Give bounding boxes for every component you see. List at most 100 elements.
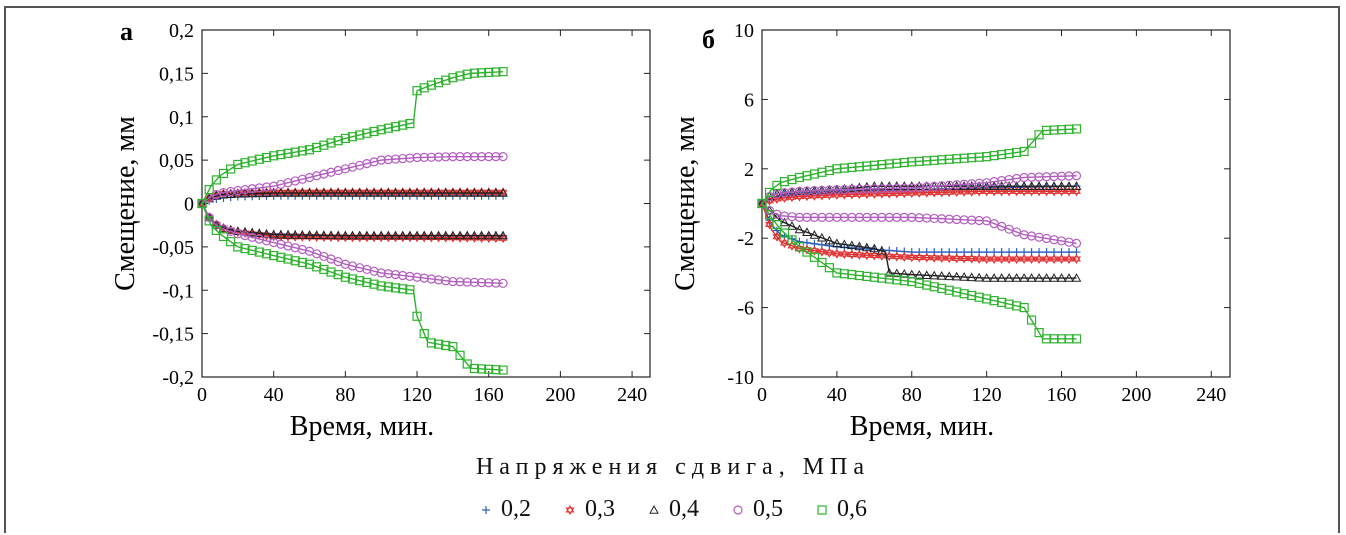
data-point-0,6: [240, 158, 250, 168]
legend-marker-shape: [733, 505, 743, 516]
data-point-0,6: [261, 152, 272, 163]
data-point-0,6: [319, 264, 329, 275]
x-tick-label: 160: [474, 384, 504, 406]
data-point-0,2: [892, 247, 901, 256]
data-point-0,6: [484, 364, 494, 374]
data-point-0,5: [405, 271, 415, 281]
data-point-0,6: [426, 80, 436, 90]
x-tick-label: 160: [1047, 384, 1077, 406]
y-tick-label: 6: [744, 89, 754, 111]
data-point-0,4: [383, 230, 394, 240]
data-point-0,5: [476, 277, 487, 288]
y-tick-label: 0,15: [159, 63, 194, 85]
data-point-0,6: [340, 133, 350, 144]
data-point-0,4: [906, 181, 917, 190]
data-point-0,4: [1049, 181, 1059, 190]
data-point-0,2: [900, 247, 909, 256]
data-point-0,4: [824, 235, 835, 245]
data-point-0,6: [233, 159, 243, 170]
legend-item: 0,6: [815, 496, 867, 523]
legend-label: 0,5: [753, 496, 783, 522]
data-point-0,4: [448, 230, 458, 240]
data-point-0,6: [419, 329, 429, 339]
data-point-0,4: [491, 230, 501, 240]
data-point-0,3: [914, 252, 924, 263]
y-tick-label: 2: [744, 159, 754, 181]
data-point-0,5: [426, 152, 436, 162]
data-point-0,5: [218, 187, 229, 198]
data-point-0,4: [225, 224, 236, 234]
data-point-0,4: [218, 189, 229, 199]
data-point-0,6: [276, 252, 286, 262]
data-point-0,4: [326, 230, 336, 240]
data-point-0,4: [876, 181, 887, 190]
data-point-0,6: [376, 281, 386, 291]
data-point-0,6: [355, 130, 365, 140]
series-line-0,5: [201, 203, 504, 285]
series-line-0,6: [201, 70, 504, 204]
data-point-0,6: [376, 125, 386, 135]
data-point-0,4: [1011, 181, 1022, 190]
x-tick-label: 200: [545, 384, 575, 406]
data-point-0,5: [469, 152, 479, 162]
data-point-0,6: [455, 350, 465, 360]
data-point-0,5: [247, 184, 257, 194]
series-line-0,5: [761, 202, 1077, 245]
data-point-0,4: [397, 230, 408, 240]
data-point-0,6: [448, 73, 458, 83]
data-point-0,6: [817, 257, 827, 268]
data-point-0,6: [362, 128, 372, 138]
data-point-0,2: [907, 248, 916, 257]
data-point-0,6: [211, 225, 221, 235]
data-point-0,3: [832, 248, 842, 259]
data-point-0,4: [247, 188, 258, 198]
data-point-0,3: [1064, 254, 1074, 264]
data-point-0,4: [405, 188, 415, 197]
data-point-0,4: [809, 230, 820, 239]
data-point-0,4: [1034, 181, 1044, 190]
data-point-0,4: [929, 270, 940, 280]
data-point-0,4: [362, 230, 372, 240]
data-point-0,4: [966, 181, 977, 190]
data-point-0,3: [944, 187, 954, 198]
data-point-0,4: [491, 188, 501, 197]
data-point-0,6: [802, 247, 812, 257]
data-point-0,4: [498, 230, 508, 240]
data-point-0,5: [254, 183, 264, 193]
data-point-0,4: [959, 272, 970, 281]
data-point-0,3: [1072, 254, 1081, 264]
data-point-0,3: [1012, 254, 1022, 264]
data-point-0,4: [290, 188, 301, 197]
data-point-0,4: [283, 229, 293, 239]
data-point-0,4: [779, 217, 790, 227]
data-point-0,3: [772, 231, 782, 242]
data-point-0,6: [498, 67, 508, 77]
data-point-0,6: [283, 148, 293, 158]
data-point-0,6: [269, 250, 279, 261]
x-tick-label: 240: [1196, 384, 1226, 406]
data-point-0,4: [419, 230, 430, 240]
data-point-0,4: [884, 181, 895, 190]
data-point-0,4: [354, 188, 365, 197]
data-point-0,5: [233, 185, 243, 196]
data-point-0,6: [498, 365, 508, 375]
y-tick-label: -0,15: [152, 324, 194, 346]
data-point-0,6: [441, 75, 451, 85]
data-point-0,6: [247, 156, 257, 166]
data-point-0,4: [974, 181, 985, 190]
data-point-0,3: [839, 249, 849, 260]
x-tick-label: 0: [197, 384, 207, 406]
data-point-0,6: [297, 146, 307, 156]
data-point-0,5: [498, 278, 508, 288]
data-point-0,3: [862, 250, 872, 261]
data-point-0,6: [218, 231, 229, 242]
data-point-0,3: [854, 249, 864, 260]
data-point-0,6: [347, 274, 358, 284]
data-point-0,5: [426, 274, 436, 284]
data-point-0,6: [369, 126, 379, 137]
data-point-0,4: [469, 230, 480, 240]
data-point-0,5: [433, 275, 444, 285]
data-point-0,4: [311, 188, 322, 197]
series-line-0,6: [761, 128, 1077, 204]
data-point-0,6: [398, 120, 408, 130]
